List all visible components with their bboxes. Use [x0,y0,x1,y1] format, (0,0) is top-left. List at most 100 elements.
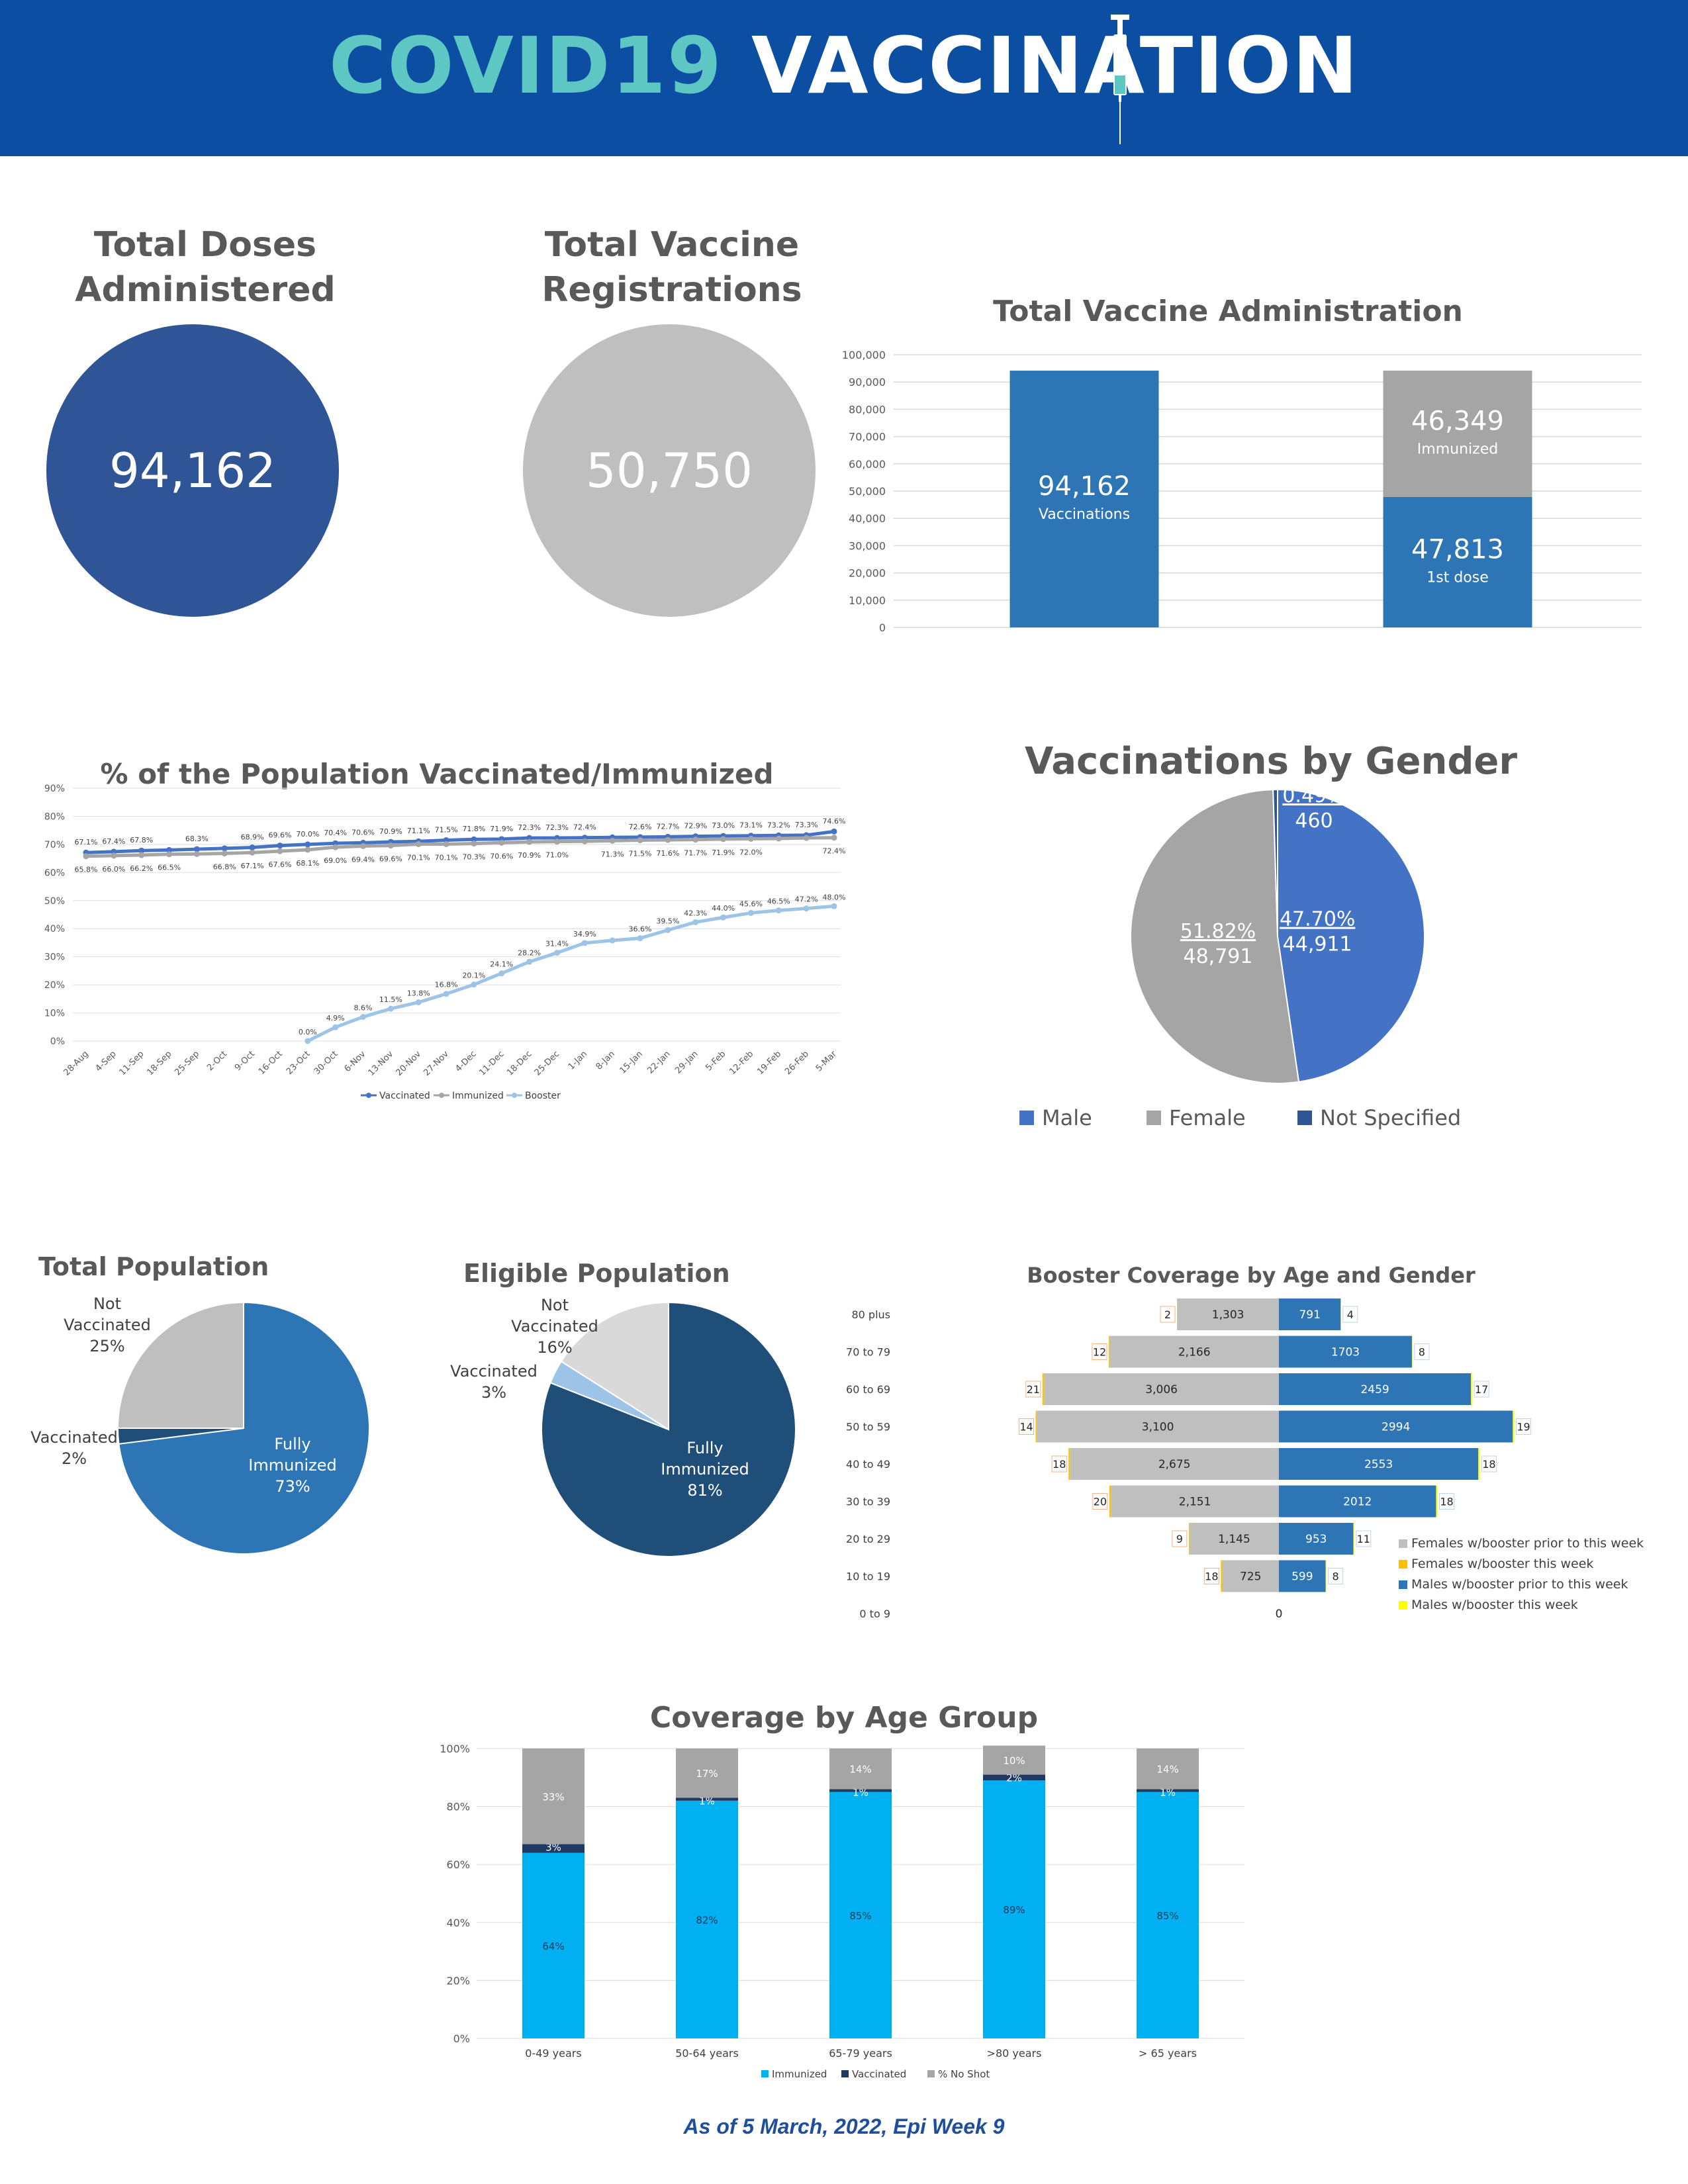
data-label: 4.9% [326,1014,345,1023]
data-point [332,1024,339,1030]
bar-value-label: 8 [1333,1570,1339,1583]
data-point [387,1005,394,1012]
data-label: 73.0% [712,821,735,830]
data-point [747,909,754,916]
bar-segment-no-shot [522,1749,585,1844]
kpi-doses-value: 94,162 [109,443,276,498]
bar-value-label: 3,100 [1142,1421,1174,1434]
y-tick-label: 70,000 [849,431,886,443]
y-tick-label: 70 to 79 [846,1346,890,1359]
data-point [581,940,588,946]
pie-label: 16% [537,1338,572,1357]
label-box [1160,1306,1176,1323]
y-tick-label: 0 [879,621,886,634]
data-label: 20.1% [462,972,485,980]
x-tick-label: 23-Oct [285,1049,312,1077]
bar-males-prior [1279,1298,1341,1330]
data-point [831,828,837,835]
bar-segment-immunized [676,1800,738,2038]
bar-segment-vaccinated [983,1774,1045,1781]
data-label: 69.4% [352,855,375,864]
bar-value-label: 17 [1475,1383,1488,1396]
legend-label: Vaccinated [379,1091,430,1101]
data-label: 73.3% [795,821,818,829]
data-point [305,846,311,853]
pie-percent-label: 0.49% [1282,784,1345,807]
data-label: 69.6% [268,831,291,840]
data-point [803,835,810,841]
x-tick-label: 29-Jan [673,1049,700,1075]
bar-value-label: 1,303 [1212,1308,1244,1322]
data-label: 70.1% [407,853,430,862]
data-label: 72.3% [518,823,541,832]
bar-value-label: 82% [696,1914,718,1926]
data-point [831,903,837,909]
y-tick-label: 20,000 [849,567,886,580]
legend-label: Immunized [452,1091,504,1101]
legend-label: Female [1169,1105,1246,1130]
bar-segment-label: 1st dose [1427,570,1489,586]
x-tick-label: 18-Dec [505,1049,534,1077]
bar-value-label: 1% [699,1795,715,1807]
data-point [249,849,256,856]
label-box [1516,1418,1532,1435]
data-label: 73.1% [739,821,763,830]
data-label: 70.6% [352,828,375,837]
legend-label: Immunized [772,2068,827,2080]
pie-slice-not-vaccinated [117,1301,244,1429]
legend-swatch [1297,1111,1312,1125]
kpi-doses-title-line2: Administered [75,270,336,310]
data-label: 44.0% [712,904,735,913]
gender-chart-title: Vaccinations by Gender [1024,740,1518,783]
pie-label: 81% [687,1481,722,1500]
data-point [831,835,837,841]
bar-males-this-week [1411,1336,1413,1368]
bar-males-prior [1279,1560,1326,1592]
y-tick-label: 60% [446,1858,470,1871]
data-label: 70.1% [435,853,458,862]
label-box [1172,1530,1188,1547]
legend-marker [512,1093,517,1098]
data-point [665,927,671,933]
y-tick-label: 0 to 9 [859,1608,890,1620]
data-point [471,841,477,847]
bar-males-this-week [1325,1560,1327,1592]
data-label: 72.9% [684,822,707,831]
bar-value-label: 10% [1003,1755,1025,1767]
coverage-chart-title: Coverage by Age Group [649,1701,1039,1735]
bar-value-label: 2553 [1364,1458,1393,1471]
bar-value-label: 14% [849,1764,871,1776]
label-box [1328,1568,1344,1584]
kpi-registrations-value: 50,750 [586,443,753,498]
bar-females-this-week [1221,1560,1223,1592]
bar-value-label: 11 [1357,1533,1370,1545]
y-tick-label: 40% [44,924,65,934]
bar-males-prior [1279,1336,1412,1368]
bar-females-prior [1044,1373,1279,1405]
bar-value-label: 20 [1094,1496,1107,1508]
data-label: 36.6% [629,925,652,934]
data-point [111,852,117,859]
pie-slice-not-vaccinated [560,1301,669,1431]
label-box [1092,1343,1107,1360]
data-point [526,839,533,845]
gender-pie: 47.70%44,911 51.82%48,791 0.49%460 [1130,784,1425,1084]
legend-label: Females w/booster this week [1411,1557,1593,1571]
x-tick-label: 25-Sep [173,1049,201,1077]
gender-legend: Male Female Not Specified [1019,1105,1615,1138]
bar-value-label: 1% [1160,1786,1176,1798]
legend-label: Males w/booster prior to this week [1411,1577,1628,1592]
bar-value-label: 1% [853,1786,868,1798]
legend-swatch [1399,1539,1407,1548]
x-tick-label: 12-Feb [727,1049,755,1077]
data-point [360,1013,367,1020]
bar-value-label: 2,675 [1158,1458,1191,1471]
bar-value-label: 599 [1291,1570,1313,1584]
y-tick-label: 90% [44,784,65,794]
pie-label: Vaccinated [64,1316,151,1334]
data-label: 68.9% [241,833,264,842]
data-point [138,847,145,854]
x-tick-label: 18-Sep [145,1049,173,1077]
y-tick-label: 0% [50,1036,65,1047]
x-tick-label: 0-49 years [525,2047,581,2060]
